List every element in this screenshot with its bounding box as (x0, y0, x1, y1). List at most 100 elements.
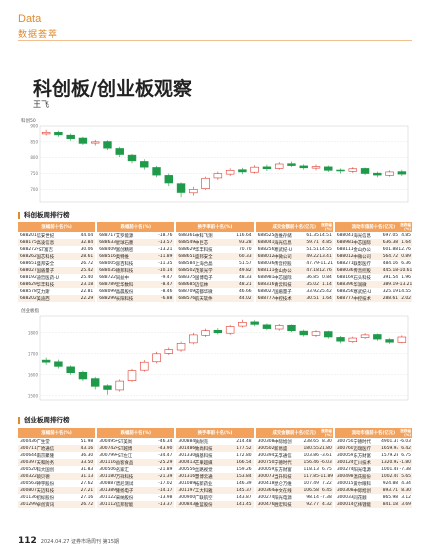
cell: -13.37 (158, 502, 173, 507)
table-row: 300887 谱尼测试 -17.02 (97, 480, 174, 487)
table-row: 688036 传音控股 445.18 -10.61 (334, 267, 413, 274)
table-row: 300807 天迈科技 27.21 (18, 487, 96, 494)
cell: 688722 (99, 275, 116, 280)
cell: 636.38 (382, 240, 399, 245)
table-row: 688041 海光信息 697.05 4.85 (335, 232, 412, 239)
group-header: 成交金额前十名(亿元) 涨跌幅(%) (255, 222, 333, 232)
candle-body (225, 170, 235, 175)
cell: 天和防务 (36, 460, 55, 466)
cell: 石头科技 (353, 275, 371, 281)
candle-body (115, 380, 124, 391)
header-text: 涨幅前十名(%) (41, 431, 72, 436)
cell: 688272 (20, 247, 37, 252)
cell: 中微公司 (274, 254, 292, 260)
cell: 688525 (257, 233, 275, 238)
cell: 688256 (336, 289, 354, 294)
cell: 神宇股份 (36, 481, 55, 487)
table-row: 688111 金山办公 601.88 12.76 (335, 246, 412, 253)
cell: 688299 (99, 296, 116, 301)
candle-body (250, 166, 259, 173)
cell: 59.71 (306, 240, 319, 245)
cell: 300059 (336, 453, 354, 458)
candle-body (397, 336, 407, 343)
cell: 688578 (20, 289, 37, 294)
sub-header: 涨跌幅(%) (400, 223, 412, 231)
cell: 841.18 (382, 502, 399, 507)
cell: 688549 (178, 240, 195, 245)
table-group: 换手率前十名(%) 300884 狄耐克 214.48 301486 致尚科技 177.52… (176, 428, 254, 508)
candle-body (250, 321, 259, 325)
cell: 688111 (336, 247, 354, 252)
table-row: 300059 东方财富 1579.28 6.75 (335, 452, 412, 459)
table-row: 688272 *ST富吉 30.06 (18, 246, 95, 253)
cell: 180.55 (303, 446, 319, 451)
table-row: 301486 致尚科技 177.52 (176, 445, 254, 452)
y-tick-label: 1500 (28, 393, 39, 398)
cell: 金山办公 (353, 247, 371, 253)
table-row: 301299 卓创资讯 26.72 (18, 501, 96, 508)
cell: 300308 (336, 488, 354, 493)
cell: -17.02 (158, 481, 173, 486)
cell: 长阳科技 (115, 296, 134, 302)
table-row: 300322 硕贝德 31.13 (18, 473, 96, 480)
cell: 国芯科技 (36, 254, 55, 260)
cell: 21.80 (319, 446, 332, 451)
candle-body (127, 370, 137, 381)
candle-body (274, 325, 284, 330)
cell: 亿纬锂能 (353, 502, 371, 508)
cell: 信安世纪 (36, 233, 55, 239)
cell: 107.49 (303, 481, 319, 486)
cell: 4.34 (401, 481, 411, 486)
cell: 3.69 (401, 502, 411, 507)
table-row: 688012 中微公司 564.72 0.89 (334, 253, 413, 260)
cell: -7.38 (320, 495, 332, 500)
group-header: 成交金额前十名(亿元) 涨跌幅(%) (255, 428, 333, 438)
y-tick-label: 1600 (28, 372, 39, 377)
table-row: 300900 广联航空 143.87 (176, 494, 253, 501)
table-row: 688099 晶晨股份 -8.46 (97, 288, 174, 295)
candle-body (201, 330, 210, 336)
table-row: 688316 青云科技 35.02 1.14 (255, 281, 333, 288)
group-body: 300750 宁德时代 4901.31 -6.03 300760 迈瑞医疗 1659.93 6… (334, 438, 413, 508)
candle-body (115, 148, 124, 155)
cell: 星球石墨 (115, 240, 134, 246)
cell: 4.85 (401, 233, 411, 238)
table-row: 688005 容百科技 -11.35 (97, 260, 174, 267)
cell: 325.19 (382, 289, 399, 294)
cell: 106.58 (303, 488, 319, 493)
candle-body (90, 141, 100, 144)
cell: 成都华微 (194, 289, 213, 295)
cell: 6.75 (401, 453, 411, 458)
cell: 5.65 (401, 474, 411, 479)
cell: 300563 (20, 481, 37, 486)
group-header: 跌幅前十名(%) (97, 222, 175, 232)
cell: -6.03 (399, 439, 411, 444)
cell: 688041 (257, 240, 275, 245)
candle-body (360, 334, 370, 338)
cell: 688316 (257, 282, 275, 287)
cell: 301330 (178, 453, 195, 458)
cell: 300498 (336, 474, 354, 479)
cell: 卓创资讯 (36, 502, 55, 508)
cell: 27.62 (80, 481, 94, 486)
table-row: 688633 星球石墨 -13.57 (97, 239, 175, 246)
table-row: 300760 迈瑞医疗 1659.93 6.42 (334, 445, 413, 452)
cell: *ST美尚 (115, 439, 133, 445)
cell: -3.61 (320, 453, 332, 458)
cell: 硕贝德 (36, 474, 50, 480)
cell: 8.30 (322, 439, 332, 444)
cell: 26.72 (80, 261, 94, 266)
cell: 中巨芯 (194, 240, 209, 246)
cell: 海光信息 (353, 233, 371, 239)
cell: 中际旭创 (353, 488, 371, 494)
cell: 688192 (20, 275, 37, 280)
cell: 688202 (20, 296, 37, 301)
table-row: 688202 美迪西 22.29 (18, 295, 96, 302)
table-row: 688516 奥特维 -11.89 (97, 253, 175, 260)
cell: 信邦智能 (115, 502, 134, 508)
cell: 25.42 (80, 268, 94, 273)
cell: 93.28 (239, 240, 252, 245)
group-body: 300436 广生堂 51.98 300711 广哈通信 43.16 300644 南京聚隆 3… (18, 438, 96, 508)
table-row: 300644 南京聚隆 36.30 (18, 452, 95, 459)
cell: -14.17 (158, 488, 173, 493)
